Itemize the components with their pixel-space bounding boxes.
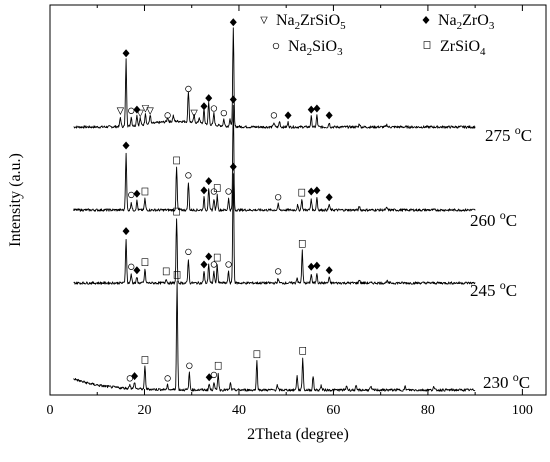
temp-label-260: 260 oC [470, 208, 517, 230]
na2sio3-marker [185, 172, 192, 179]
x-tick-label: 100 [512, 403, 533, 418]
legend: Na2ZrSiO5 Na2ZrO3 Na2SiO3 ZrSiO4 [260, 12, 495, 58]
na2zrsio5-marker [136, 109, 144, 118]
legend-label-na2zrsio5: Na2ZrSiO5 [276, 12, 346, 32]
na2sio3-marker [128, 191, 135, 199]
na2sio3-marker [272, 42, 280, 50]
na2zro3-marker [422, 16, 430, 24]
na2sio3-marker [128, 263, 135, 270]
na2zro3-marker [205, 252, 213, 261]
zrsio4-marker [214, 361, 222, 370]
na2sio3-marker [225, 188, 232, 195]
legend-label-na2sio3: Na2SiO3 [288, 38, 343, 58]
na2zro3-marker [200, 260, 208, 269]
x-tick-label: 80 [421, 403, 435, 418]
zrsio4-marker [253, 350, 261, 359]
na2sio3-marker [275, 268, 282, 275]
zrsio4-marker [213, 184, 221, 192]
na2zro3-marker [205, 94, 213, 103]
na2zro3-marker [325, 266, 333, 275]
zrsio4-marker [299, 346, 307, 355]
na2zro3-marker [205, 373, 213, 382]
x-tick-label: 60 [326, 403, 340, 418]
na2zro3-marker [122, 227, 130, 236]
na2zro3-marker [131, 372, 139, 381]
plot-frame [49, 4, 547, 396]
na2zro3-marker [122, 49, 130, 58]
na2zrsio5-marker [116, 107, 125, 115]
xrd-trace-275 [73, 27, 476, 129]
temp-label-230: 230 oC [483, 370, 530, 392]
na2zro3-marker [307, 187, 315, 196]
x-tick-label: 20 [137, 403, 151, 418]
na2zro3-marker [313, 186, 321, 195]
na2sio3-marker [225, 261, 232, 268]
na2zrsio5-marker [260, 16, 268, 25]
na2sio3-marker [164, 112, 171, 119]
na2zro3-marker [133, 105, 141, 114]
na2zro3-marker [325, 111, 333, 120]
na2sio3-marker [186, 362, 193, 369]
na2sio3-marker [210, 261, 218, 268]
legend-label-na2zro3: Na2ZrO3 [438, 12, 495, 32]
na2zro3-marker [229, 95, 237, 104]
traces [73, 27, 476, 392]
na2sio3-marker [220, 109, 227, 117]
y-axis-label: Intensity (a.u.) [7, 153, 24, 247]
zrsio4-marker [298, 240, 306, 248]
x-axis: 0 20 40 60 80 100 [47, 5, 533, 418]
zrsio4-marker [141, 356, 149, 364]
x-tick-label: 40 [232, 403, 246, 418]
zrsio4-marker [141, 258, 149, 267]
xrd-trace-230 [73, 281, 476, 392]
xrd-trace-260 [73, 104, 476, 212]
na2zro3-marker [284, 111, 292, 120]
zrsio4-marker [173, 207, 180, 216]
na2sio3-marker [275, 194, 282, 201]
na2sio3-marker [210, 371, 218, 379]
zrsio4-marker [173, 156, 180, 165]
zrsio4-marker [298, 188, 306, 197]
na2sio3-marker [126, 375, 133, 382]
na2sio3-marker [128, 107, 135, 114]
na2zro3-marker [200, 186, 208, 195]
na2zro3-marker [133, 266, 141, 275]
na2sio3-marker [185, 85, 192, 93]
zrsio4-marker [173, 271, 181, 279]
temperature-labels: 275 oC 260 oC 245 oC 230 oC [470, 123, 532, 392]
phase-markers [116, 18, 333, 382]
na2zro3-marker [200, 102, 208, 111]
na2zro3-marker [229, 18, 237, 27]
temp-label-275: 275 oC [485, 123, 532, 145]
na2sio3-marker [270, 112, 278, 119]
na2zrsio5-marker [146, 107, 154, 115]
zrsio4-marker [141, 187, 149, 196]
na2sio3-marker [210, 105, 218, 112]
legend-label-zrsio4: ZrSiO4 [440, 38, 486, 58]
zrsio4-marker [213, 253, 221, 262]
na2sio3-marker [185, 248, 192, 256]
na2zro3-marker [133, 189, 141, 198]
x-tick-label: 0 [47, 403, 54, 418]
temp-label-245: 245 oC [470, 278, 517, 300]
zrsio4-marker [162, 267, 170, 276]
na2zro3-marker [229, 162, 237, 171]
x-axis-label: 2Theta (degree) [247, 426, 349, 443]
zrsio4-marker [423, 41, 431, 49]
na2zro3-marker [325, 193, 333, 202]
na2zro3-marker [205, 177, 213, 186]
na2zro3-marker [307, 262, 315, 271]
na2zro3-marker [313, 104, 321, 113]
na2zro3-marker [122, 141, 130, 150]
na2sio3-marker [164, 375, 171, 382]
na2zrsio5-marker [141, 105, 150, 113]
na2zrsio5-marker [190, 109, 198, 118]
na2zro3-marker [313, 261, 321, 270]
na2zro3-marker [307, 105, 315, 114]
xrd-trace-245 [73, 173, 476, 285]
